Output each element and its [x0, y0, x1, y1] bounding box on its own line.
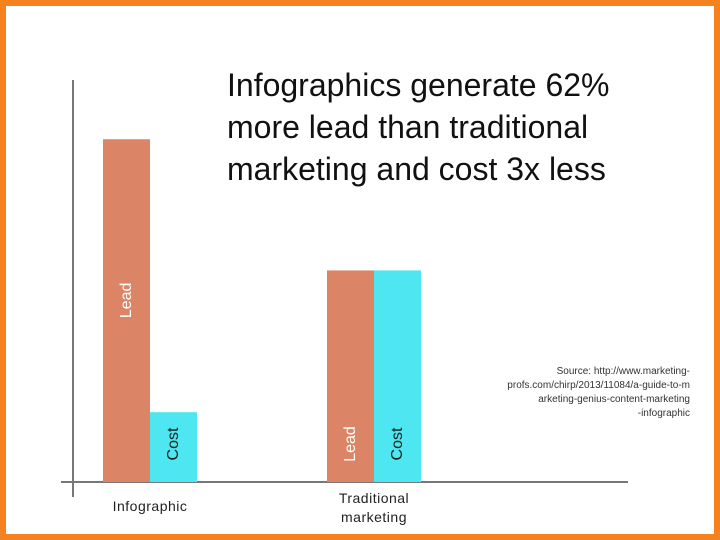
source-note: Source: http://www.marketing- profs.com/… [507, 366, 690, 419]
bar-lead-2 [327, 270, 374, 482]
bar-label-lead-2: Lead [342, 426, 359, 462]
bar-cost-1 [150, 412, 197, 482]
chart-title: Infographics generate 62% more lead than… [227, 67, 610, 187]
bar-label-lead-1: Lead [118, 283, 135, 319]
bar-label-cost-1: Cost [165, 427, 182, 460]
bar-label-cost-2: Cost [389, 427, 406, 460]
x-tick-label-1: Infographic [113, 498, 188, 514]
x-tick-label-2: Traditional marketing [339, 490, 409, 525]
bar-cost-2 [374, 270, 421, 482]
bar-lead-1 [103, 139, 150, 482]
